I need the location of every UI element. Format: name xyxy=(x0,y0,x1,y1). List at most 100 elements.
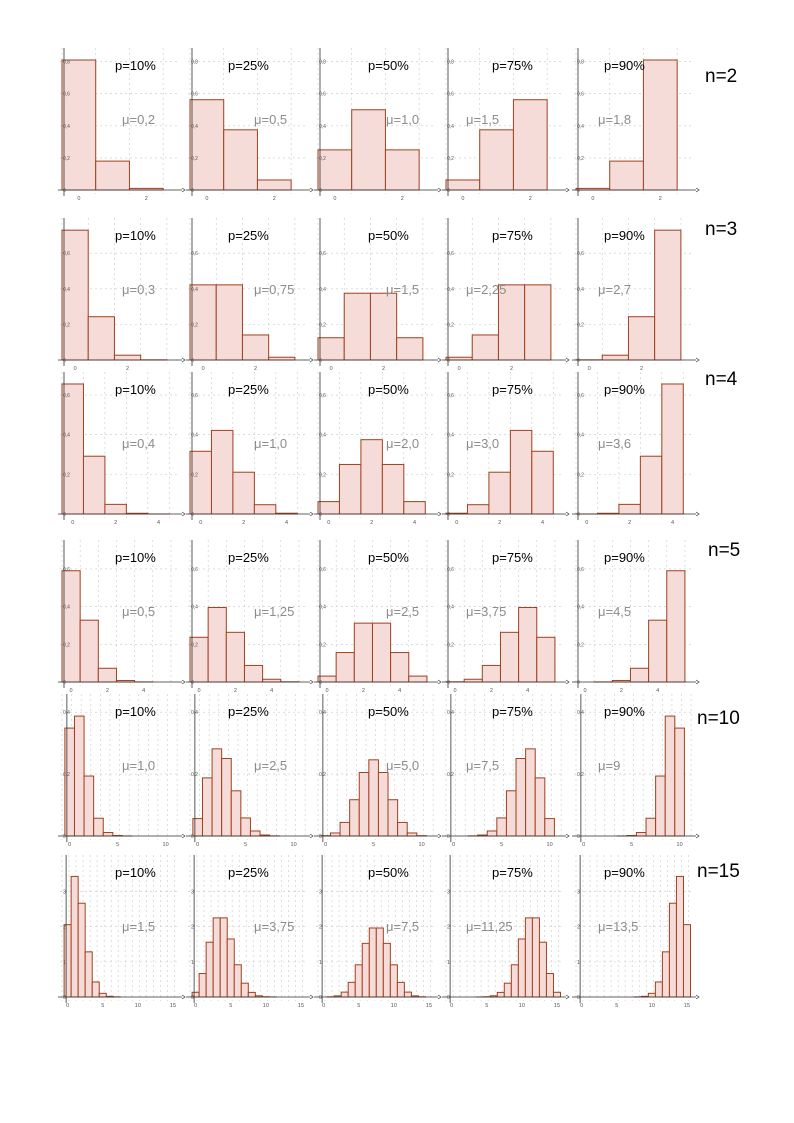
x-tick-label: 0 xyxy=(196,842,199,848)
histogram-panel: 0 0,2 0,4 0 5 10 p=50% μ=5,0 xyxy=(314,694,442,848)
y-tick-label: 0,4 xyxy=(191,710,198,716)
histogram-bar xyxy=(384,149,420,191)
histogram-panel: 0 0,2 0,4 0 5 10 p=75% μ=7,5 xyxy=(442,694,570,848)
y-tick-label: 0,8 xyxy=(447,60,454,66)
y-tick-label: 0,6 xyxy=(63,92,70,98)
y-tick-label: 0 xyxy=(191,358,194,364)
y-tick-label: 0,6 xyxy=(447,393,454,399)
x-tick-label: 4 xyxy=(413,520,416,526)
histogram-bar xyxy=(61,229,89,361)
x-axis-arrow xyxy=(309,679,314,685)
y-tick-label: 0,2 xyxy=(447,472,454,478)
histogram-panel: 0 0,2 0,4 0,6 0 2 p=50% μ=1,5 xyxy=(314,218,442,372)
x-tick-label: 10 xyxy=(135,1003,141,1009)
histogram-panel: 0 0,2 0,4 0,6 0 2 4 p=50% μ=2,0 xyxy=(314,372,442,526)
histogram-panel: 0 0,2 0,4 0,6 0 2 4 p=25% μ=1,0 xyxy=(186,372,314,526)
mu-label: μ=9 xyxy=(598,758,620,773)
y-tick-label: 0,2 xyxy=(319,772,326,778)
histogram-bar xyxy=(534,777,546,837)
mu-label: μ=0,75 xyxy=(254,282,294,297)
x-tick-label: 0 xyxy=(68,842,71,848)
histogram-bar xyxy=(654,981,663,998)
x-axis-arrow xyxy=(181,679,186,685)
y-tick-label: 0,6 xyxy=(577,92,584,98)
histogram-bar xyxy=(645,817,657,837)
x-tick-label: 2 xyxy=(234,688,237,694)
y-tick-label: 0,2 xyxy=(577,156,584,162)
y-tick-label: 2 xyxy=(191,925,194,931)
p-label: p=50% xyxy=(368,550,409,565)
y-tick-label: 0 xyxy=(447,512,450,518)
y-tick-label: 0 xyxy=(319,995,322,1001)
x-tick-label: 4 xyxy=(270,688,273,694)
x-tick-label: 2 xyxy=(529,196,532,202)
histogram-bar xyxy=(226,938,235,998)
y-tick-label: 0,4 xyxy=(319,287,326,293)
histogram-bar xyxy=(97,667,117,683)
x-axis-arrow xyxy=(437,679,442,685)
y-tick-label: 0,4 xyxy=(63,710,70,716)
histogram-bar xyxy=(375,927,384,998)
histogram-bar xyxy=(82,455,106,515)
histogram-panel: 0 1 2 3 0 5 10 15 p=50% μ=7,5 xyxy=(314,855,442,1009)
y-tick-label: 0,4 xyxy=(447,710,454,716)
mu-label: μ=3,0 xyxy=(466,436,499,451)
histogram-bar xyxy=(524,917,533,998)
histogram-bar xyxy=(243,664,264,683)
histogram-bar xyxy=(505,790,517,837)
x-tick-label: 0 xyxy=(330,366,333,372)
histogram-bar xyxy=(668,902,677,998)
x-tick-label: 5 xyxy=(485,1003,488,1009)
x-tick-label: 15 xyxy=(298,1003,304,1009)
x-tick-label: 0 xyxy=(458,366,461,372)
x-tick-label: 0 xyxy=(77,196,80,202)
p-label: p=10% xyxy=(115,550,156,565)
y-tick-label: 0 xyxy=(319,188,322,194)
mu-label: μ=1,0 xyxy=(122,758,155,773)
histogram-bar xyxy=(496,991,505,998)
mu-label: μ=13,5 xyxy=(598,919,638,934)
x-axis-arrow xyxy=(437,994,442,1000)
x-tick-label: 10 xyxy=(391,1003,397,1009)
mu-label: μ=2,5 xyxy=(386,604,419,619)
y-tick-label: 0,2 xyxy=(63,472,70,478)
histogram-bar xyxy=(225,631,245,683)
y-tick-label: 0,4 xyxy=(63,287,70,293)
histogram-bar xyxy=(189,284,217,361)
x-tick-label: 0 xyxy=(324,842,327,848)
x-axis-arrow xyxy=(181,187,186,193)
y-tick-label: 0,4 xyxy=(191,287,198,293)
histogram-bar xyxy=(666,570,686,683)
histogram-bar xyxy=(201,777,213,837)
y-tick-label: 0 xyxy=(63,512,66,518)
y-tick-label: 0,4 xyxy=(447,287,454,293)
x-tick-label: 2 xyxy=(490,688,493,694)
x-tick-label: 0 xyxy=(70,688,73,694)
histogram-bar xyxy=(661,951,670,998)
histogram-bar xyxy=(661,383,684,515)
histogram-bar xyxy=(207,606,227,683)
y-tick-label: 0,2 xyxy=(319,642,326,648)
x-axis-arrow xyxy=(181,357,186,363)
x-tick-label: 4 xyxy=(285,520,288,526)
histogram-bar xyxy=(635,832,647,837)
histogram-bar xyxy=(510,964,519,998)
x-tick-label: 0 xyxy=(461,196,464,202)
histogram-bar xyxy=(79,619,99,683)
histogram-bar xyxy=(221,758,232,837)
x-tick-label: 5 xyxy=(116,842,119,848)
y-tick-label: 0,2 xyxy=(63,322,70,328)
x-tick-label: 5 xyxy=(357,1003,360,1009)
p-label: p=50% xyxy=(368,382,409,397)
histogram-bar xyxy=(354,964,363,998)
x-axis-arrow xyxy=(695,511,700,517)
y-tick-label: 2 xyxy=(447,925,450,931)
histogram-bar xyxy=(488,471,511,515)
x-tick-label: 0 xyxy=(585,520,588,526)
histogram-bar xyxy=(642,59,678,191)
y-tick-label: 1 xyxy=(63,960,66,966)
histogram-bar xyxy=(70,875,79,998)
histogram-bar xyxy=(403,991,412,998)
mu-label: μ=3,75 xyxy=(466,604,506,619)
